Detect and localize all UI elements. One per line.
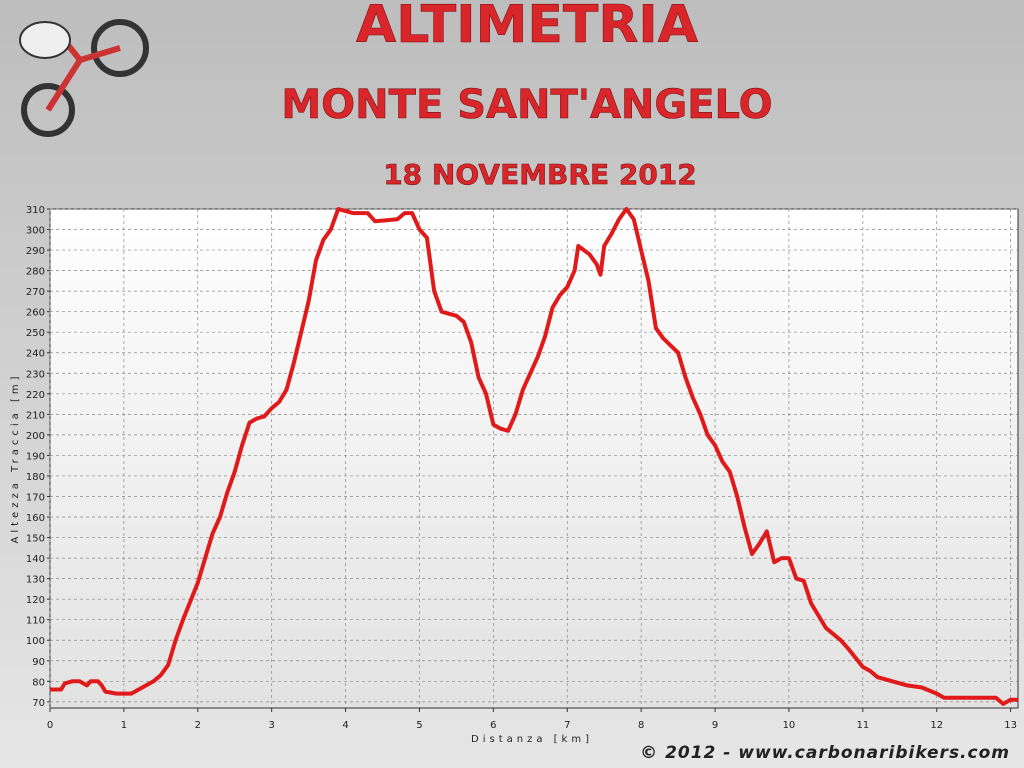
y-tick-label: 300 [26,226,45,237]
y-tick-label: 260 [26,308,45,319]
chart-subtitle: MONTE SANT'ANGELO [281,82,772,128]
y-tick-label: 150 [26,534,45,545]
y-tick-label: 70 [32,698,45,709]
x-tick-label: 6 [490,720,496,731]
y-tick-label: 180 [26,472,45,483]
y-tick-label: 120 [26,595,45,606]
x-tick-label: 3 [268,720,274,731]
x-axis-label: Distanza [km] [471,734,593,745]
y-tick-label: 290 [26,246,45,257]
y-tick-label: 210 [26,410,45,421]
y-tick-label: 100 [26,636,45,647]
footer: © 2012 - www.carbonaribikers.com [640,743,1010,763]
y-tick-label: 310 [26,205,45,216]
y-tick-label: 270 [26,287,45,298]
x-tick-label: 12 [930,720,943,731]
chart-date: 18 NOVEMBRE 2012 [383,158,697,191]
y-tick-label: 160 [26,513,45,524]
y-tick-label: 250 [26,328,45,339]
y-tick-label: 230 [26,369,45,380]
y-tick-label: 240 [26,349,45,360]
x-tick-label: 1 [121,720,127,731]
x-tick-label: 10 [783,720,796,731]
y-axis-label: Altezza Traccia [m] [10,373,21,544]
y-tick-label: 200 [26,431,45,442]
x-tick-label: 13 [1004,720,1017,731]
y-tick-label: 80 [32,677,45,688]
y-tick-label: 90 [32,657,45,668]
y-tick-label: 170 [26,492,45,503]
chart-title: ALTIMETRIA [356,0,698,55]
y-tick-label: 280 [26,267,45,278]
x-tick-label: 8 [638,720,644,731]
y-tick-label: 130 [26,575,45,586]
y-tick-label: 220 [26,390,45,401]
y-tick-label: 110 [26,616,45,627]
plot-area [49,208,1019,709]
y-tick-label: 190 [26,451,45,462]
logo [19,19,149,137]
x-tick-label: 2 [195,720,201,731]
x-tick-label: 9 [712,720,718,731]
x-tick-label: 4 [342,720,348,731]
elevation-line [50,207,1018,706]
x-tick-label: 0 [47,720,53,731]
x-tick-label: 11 [856,720,869,731]
y-tick-label: 140 [26,554,45,565]
x-tick-label: 5 [416,720,422,731]
x-tick-label: 7 [564,720,570,731]
